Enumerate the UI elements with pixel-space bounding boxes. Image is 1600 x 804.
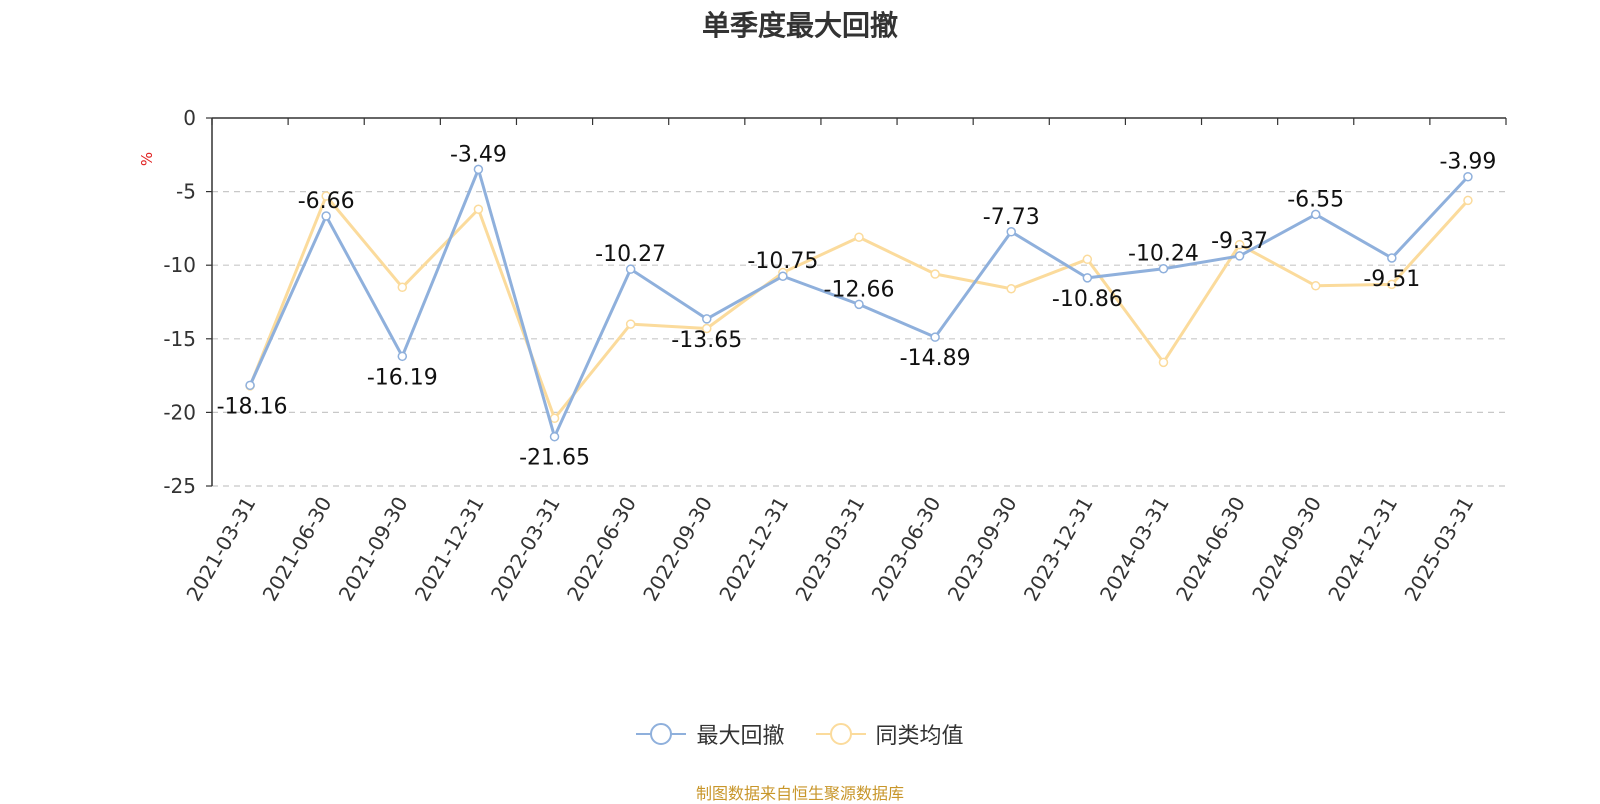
data-point	[245, 380, 255, 391]
data-point	[1234, 251, 1245, 261]
x-tick-label: 2023-09-30	[943, 493, 1022, 606]
legend-marker-icon	[815, 723, 866, 745]
x-tick-label: 2021-03-31	[181, 493, 260, 606]
x-tick-label: 2021-06-30	[258, 493, 337, 606]
data-point	[1310, 281, 1321, 291]
data-point	[1082, 254, 1093, 265]
x-tick-label: 2021-09-30	[334, 493, 413, 606]
data-point	[397, 351, 408, 362]
data-point	[473, 164, 484, 175]
data-label: -10.75	[747, 249, 818, 274]
data-point	[1387, 253, 1397, 263]
data-point	[625, 264, 636, 274]
data-label: -7.73	[983, 205, 1040, 230]
data-label: -13.65	[671, 328, 742, 353]
y-tick-label: -10	[163, 253, 196, 277]
x-tick-label: 2024-03-31	[1095, 493, 1174, 606]
data-point	[702, 314, 712, 324]
data-label: -21.65	[519, 446, 590, 471]
data-point	[473, 204, 484, 215]
x-tick-label: 2024-09-30	[1247, 493, 1326, 606]
data-label: -12.66	[824, 277, 895, 302]
data-point	[1234, 239, 1245, 250]
x-tick-label: 2022-12-31	[714, 493, 793, 606]
x-tick-label: 2021-12-31	[410, 492, 489, 605]
legend-label: 最大回撤	[696, 724, 785, 749]
x-tick-label: 2023-12-31	[1019, 493, 1098, 606]
x-tick-label: 2022-03-31	[486, 493, 565, 606]
data-point	[321, 211, 331, 221]
data-label: -16.19	[367, 365, 438, 390]
data-point	[854, 232, 864, 242]
x-tick-label: 2022-09-30	[638, 493, 717, 606]
data-point	[1082, 273, 1093, 283]
x-tick-label: 2022-06-30	[562, 493, 641, 606]
data-point	[1463, 171, 1473, 182]
data-point	[1463, 195, 1473, 206]
x-tick-label: 2024-12-31	[1323, 493, 1402, 606]
source-note: 制图数据来自恒生聚源数据库	[695, 784, 904, 803]
x-tick-label: 2023-03-31	[790, 493, 869, 606]
x-tick-label: 2025-03-31	[1399, 493, 1478, 606]
y-tick-label: -15	[163, 327, 196, 351]
data-point	[397, 282, 408, 293]
data-label: -9.37	[1211, 229, 1268, 254]
data-label: -9.51	[1363, 267, 1420, 292]
x-tick-label: 2024-06-30	[1171, 493, 1250, 606]
data-point	[778, 271, 788, 281]
legend-item-peer-average[interactable]: 同类均值	[815, 718, 964, 750]
y-tick-label: -5	[176, 180, 196, 204]
y-tick-label: -25	[163, 474, 196, 498]
data-point	[625, 319, 636, 329]
data-point	[854, 299, 864, 310]
legend-marker-icon	[636, 723, 687, 745]
data-point	[702, 323, 712, 334]
data-point	[1006, 227, 1016, 237]
legend-item-max-drawdown[interactable]: 最大回撤	[636, 718, 785, 750]
chart-title: 单季度最大回撤	[701, 9, 898, 42]
data-point	[930, 269, 940, 279]
data-point	[549, 431, 560, 442]
x-tick-label: 2023-06-30	[867, 493, 946, 606]
data-label: -14.89	[900, 346, 971, 371]
y-tick-label: 0	[183, 106, 196, 130]
data-point	[549, 413, 560, 424]
line-chart: 0-5-10-15-20-252021-03-312021-06-302021-…	[163, 106, 1507, 606]
data-point	[1158, 263, 1169, 274]
data-point	[1006, 284, 1016, 294]
data-label: -3.49	[450, 142, 507, 167]
data-point	[1310, 209, 1321, 220]
data-point	[930, 332, 940, 342]
chart-legend: 最大回撤 同类均值	[0, 718, 1600, 752]
data-point	[1158, 357, 1169, 368]
y-tick-label: -20	[163, 400, 196, 424]
data-label: -10.24	[1128, 242, 1199, 267]
legend-label: 同类均值	[875, 724, 964, 749]
data-label: -6.66	[298, 189, 355, 214]
data-point	[1387, 279, 1397, 290]
data-label: -18.16	[217, 394, 288, 419]
data-label: -3.99	[1439, 150, 1496, 175]
data-label: -10.86	[1052, 287, 1123, 312]
data-label: -6.55	[1287, 187, 1344, 212]
data-label: -10.27	[595, 242, 666, 267]
data-point	[321, 191, 331, 201]
